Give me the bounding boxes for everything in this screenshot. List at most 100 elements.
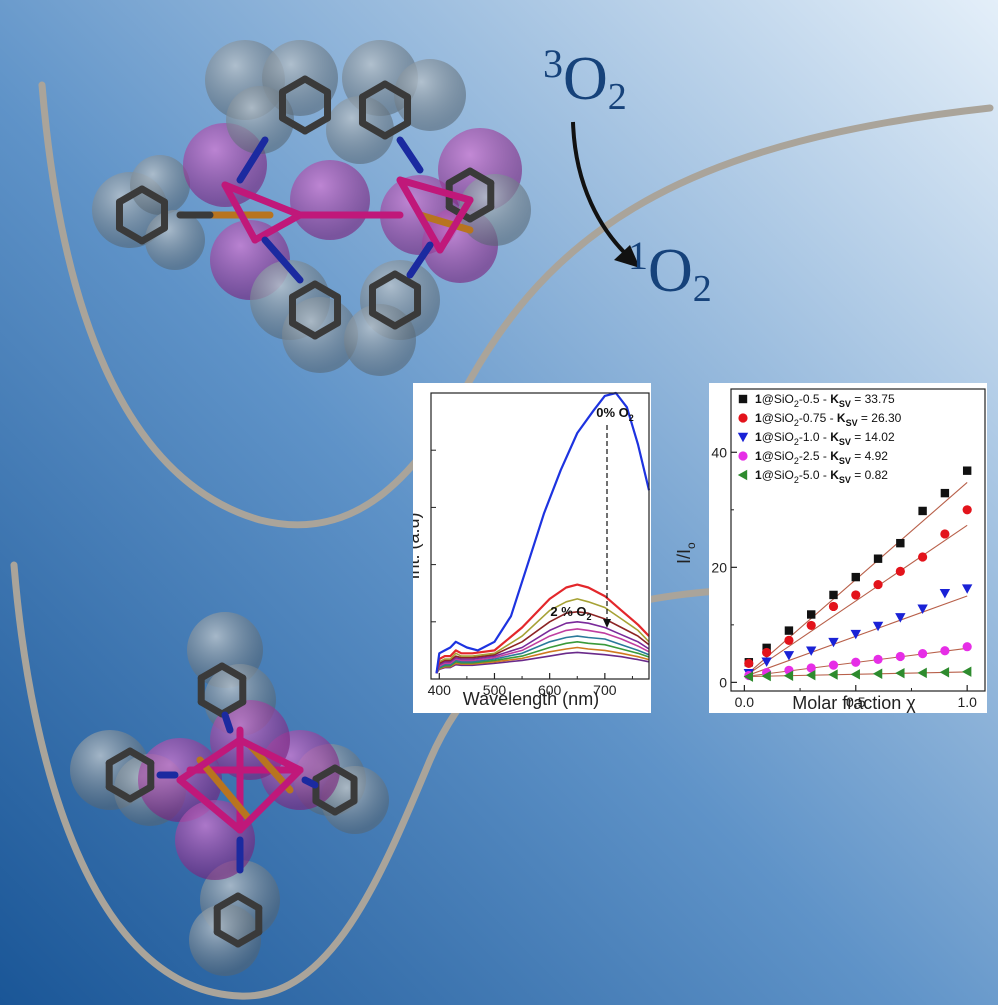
dimer-bond	[396, 136, 424, 174]
data-point-4-8	[917, 667, 927, 679]
dimer-bond	[381, 80, 412, 101]
x-tick-label: 600	[538, 682, 562, 698]
spectrum-line-0	[435, 391, 651, 674]
monomer-bond	[176, 776, 244, 834]
data-point-4-6	[872, 668, 883, 679]
dimer-bond	[391, 309, 422, 330]
dimer-bond	[368, 270, 399, 291]
dimer-atom-sphere	[145, 210, 205, 270]
data-point-0-9	[940, 488, 950, 498]
data-point-2-10	[961, 584, 973, 594]
reaction-arrow	[571, 121, 632, 260]
data-point-0-2	[784, 626, 794, 635]
data-point-1-6	[873, 579, 883, 590]
quench-arrowhead	[603, 619, 611, 628]
data-point-0-3	[807, 610, 816, 619]
monomer-bond	[176, 736, 244, 784]
dimer-bond	[358, 80, 389, 101]
dimer-atom-sphere	[394, 59, 466, 131]
spectrum-line-6	[435, 635, 650, 674]
dimer-bond	[138, 185, 169, 206]
legend-label-1: 1@SiO2-0.75 - KSV = 26.30	[755, 411, 902, 428]
legend-label-2: 1@SiO2-1.0 - KSV = 14.02	[755, 430, 895, 447]
dimer-bond	[236, 136, 269, 184]
legend-label-0: 1@SiO2-0.5 - KSV = 33.75	[755, 392, 895, 409]
dimer-bond	[311, 319, 342, 340]
data-point-3-4	[828, 660, 839, 670]
energy-curve-upper	[38, 81, 994, 529]
x-tick-label: 700	[593, 682, 617, 698]
y-tick-label: 40	[711, 444, 727, 460]
emission-spectra-panel: 400 500 600 700 Int. (a.u) Wavelength (nm) …	[403, 383, 651, 713]
monomer-bond	[331, 764, 358, 783]
emission-spectra-chart: 400 500 600 700 Int. (a.u) Wavelength (nm) …	[403, 391, 651, 709]
dimer-bond	[416, 211, 474, 234]
plot-frame	[430, 392, 650, 680]
monomer-bond	[236, 736, 304, 774]
dimer-bond	[138, 224, 169, 245]
dimer-bond	[278, 114, 309, 135]
spectrum-line-5	[435, 628, 650, 674]
dimer-bond	[466, 167, 495, 187]
data-point-1-4	[828, 601, 839, 612]
spectrum-line-8	[435, 646, 650, 674]
plot-frame	[730, 388, 986, 692]
data-point-4-5	[850, 669, 860, 680]
dimer-bond	[301, 75, 332, 96]
monomer-molecule	[70, 612, 389, 976]
dimer-atom-sphere	[326, 96, 394, 164]
dimer-bond	[278, 75, 309, 96]
data-point-0-5	[851, 572, 860, 582]
monomer-bond	[213, 928, 242, 948]
data-point-4-7	[895, 667, 905, 679]
x-tick-label: 400	[428, 682, 452, 698]
data-point-2-8	[917, 604, 928, 614]
data-point-1-3	[806, 620, 816, 631]
x-tick-label: 0.5	[846, 694, 866, 710]
data-point-2-2	[783, 651, 795, 661]
x-tick-label: 0.0	[735, 694, 755, 710]
y-tick-label: 20	[711, 559, 727, 575]
dimer-bond	[251, 211, 304, 244]
data-point-1-7	[895, 566, 905, 576]
data-point-2-6	[872, 621, 884, 632]
monomer-bond	[197, 698, 226, 718]
y-axis-label: Int. (a.u)	[413, 512, 423, 579]
monomer-bond	[218, 662, 247, 682]
data-point-3-5	[851, 657, 861, 667]
x-tick-label: 500	[483, 682, 507, 698]
spectrum-line-7	[435, 641, 650, 674]
product-superscript: 1	[628, 233, 648, 278]
monomer-bond	[234, 892, 263, 912]
dimer-atom-sphere	[459, 174, 531, 246]
data-point-2-3	[806, 646, 817, 656]
data-point-4-4	[828, 669, 838, 680]
stern-volmer-ylabel: I/Io	[674, 542, 698, 564]
data-point-0-7	[896, 538, 905, 548]
data-point-4-0	[743, 671, 754, 682]
dimer-bond	[436, 196, 474, 254]
data-point-1-8	[918, 552, 928, 562]
stern-volmer-chart: 0.0 0.5 1.0 0 20 40 1@SiO2-0.5 - KSV = 33.75 1…	[711, 388, 986, 713]
data-point-4-3	[806, 669, 816, 681]
data-point-3-10	[962, 642, 972, 652]
dimer-bond	[396, 176, 474, 204]
spectrum-line-1	[435, 583, 650, 674]
data-point-1-0	[744, 658, 754, 668]
data-point-1-5	[851, 590, 861, 600]
x-tick-label: 1.0	[957, 694, 977, 710]
x-axis-label: Molar fraction χ	[792, 693, 916, 713]
legend-marker-3	[738, 451, 748, 461]
annotation-0pct: 0% O2	[596, 405, 634, 423]
dimer-bond	[381, 119, 412, 140]
monomer-bond	[312, 764, 339, 783]
monomer-bond	[221, 711, 234, 734]
legend-marker-4	[737, 469, 748, 481]
reaction-arrowhead	[614, 245, 640, 268]
legend-marker-2	[737, 432, 749, 443]
data-point-2-9	[939, 589, 951, 599]
dimer-bond	[261, 236, 304, 284]
dimer-bond	[301, 114, 332, 135]
data-point-0-4	[829, 590, 838, 600]
data-point-3-7	[895, 651, 905, 662]
